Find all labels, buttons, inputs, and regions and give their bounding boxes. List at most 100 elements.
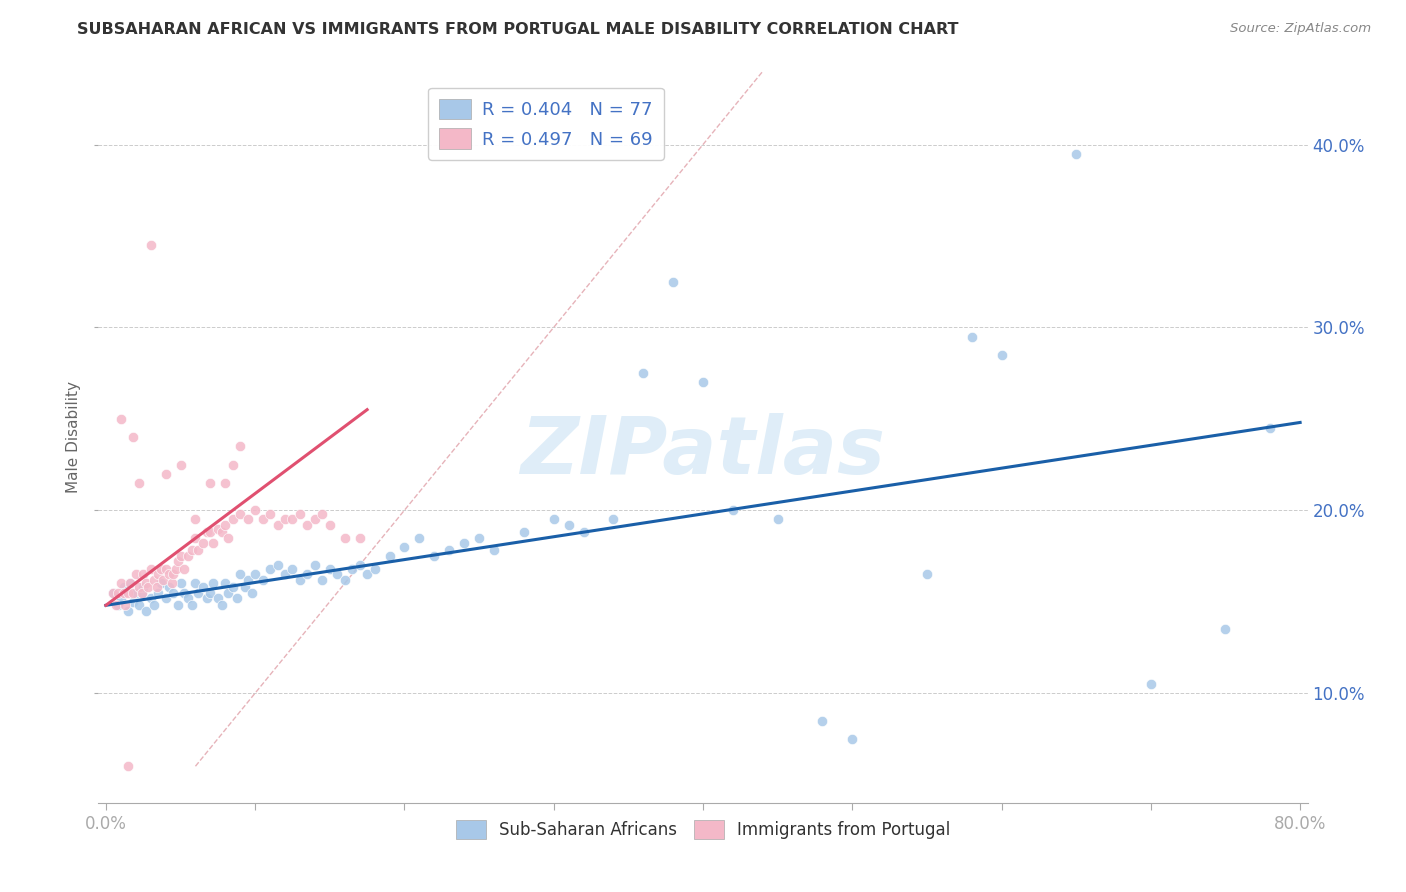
Point xyxy=(128,599,150,613)
Point xyxy=(274,512,297,526)
Point xyxy=(184,531,207,545)
Point xyxy=(217,585,239,599)
Point xyxy=(311,507,333,521)
Point xyxy=(177,549,200,563)
Point xyxy=(1140,677,1163,691)
Point xyxy=(243,567,266,582)
Point xyxy=(112,580,135,594)
Point xyxy=(197,525,219,540)
Point xyxy=(252,512,274,526)
Point xyxy=(222,458,245,472)
Point xyxy=(233,580,256,594)
Point xyxy=(110,412,132,426)
Point xyxy=(236,573,259,587)
Point xyxy=(214,475,236,490)
Point xyxy=(319,517,342,532)
Point xyxy=(165,562,187,576)
Point xyxy=(243,503,266,517)
Point xyxy=(152,573,174,587)
Point xyxy=(811,714,834,728)
Point xyxy=(200,585,222,599)
Point xyxy=(202,576,225,591)
Point xyxy=(211,525,233,540)
Point xyxy=(766,512,789,526)
Point xyxy=(162,567,184,582)
Point xyxy=(297,517,319,532)
Point xyxy=(1258,421,1281,435)
Point xyxy=(266,517,288,532)
Point xyxy=(125,567,148,582)
Point xyxy=(236,512,259,526)
Point xyxy=(169,549,191,563)
Point xyxy=(333,573,356,587)
Point xyxy=(333,531,356,545)
Point xyxy=(162,585,184,599)
Point xyxy=(181,599,204,613)
Point xyxy=(173,585,195,599)
Point xyxy=(155,467,177,481)
Point xyxy=(200,475,222,490)
Point xyxy=(200,525,222,540)
Point xyxy=(662,275,685,289)
Point xyxy=(207,521,229,535)
Point xyxy=(349,558,371,573)
Point xyxy=(166,599,188,613)
Point xyxy=(135,576,157,591)
Point xyxy=(155,591,177,605)
Point xyxy=(692,375,714,389)
Point xyxy=(266,558,288,573)
Point xyxy=(139,591,162,605)
Text: ZIPatlas: ZIPatlas xyxy=(520,413,886,491)
Point xyxy=(184,512,207,526)
Point xyxy=(114,599,136,613)
Point xyxy=(157,580,180,594)
Point xyxy=(142,573,165,587)
Point xyxy=(197,591,219,605)
Point xyxy=(240,585,263,599)
Legend: Sub-Saharan Africans, Immigrants from Portugal: Sub-Saharan Africans, Immigrants from Po… xyxy=(449,814,957,846)
Point xyxy=(181,543,204,558)
Point xyxy=(117,585,139,599)
Point xyxy=(326,567,349,582)
Y-axis label: Male Disability: Male Disability xyxy=(66,381,82,493)
Point xyxy=(177,591,200,605)
Point xyxy=(453,536,475,550)
Point xyxy=(274,567,297,582)
Point xyxy=(281,562,304,576)
Point xyxy=(145,580,167,594)
Point xyxy=(207,591,229,605)
Point xyxy=(311,573,333,587)
Point xyxy=(217,531,239,545)
Point xyxy=(121,594,143,608)
Point xyxy=(150,576,173,591)
Point xyxy=(202,536,225,550)
Point xyxy=(128,580,150,594)
Point xyxy=(408,531,430,545)
Point xyxy=(146,585,169,599)
Point xyxy=(135,604,157,618)
Point xyxy=(132,567,155,582)
Point xyxy=(288,573,311,587)
Point xyxy=(482,543,505,558)
Point xyxy=(222,512,245,526)
Point xyxy=(304,512,326,526)
Point xyxy=(340,562,363,576)
Point xyxy=(169,576,191,591)
Point xyxy=(214,576,236,591)
Point xyxy=(118,576,141,591)
Point xyxy=(721,503,744,517)
Point xyxy=(304,558,326,573)
Point xyxy=(423,549,446,563)
Point xyxy=(229,567,252,582)
Point xyxy=(468,531,491,545)
Point xyxy=(157,567,180,582)
Point xyxy=(187,543,209,558)
Point xyxy=(288,507,311,521)
Point xyxy=(121,430,143,444)
Point xyxy=(394,540,416,554)
Point xyxy=(281,512,304,526)
Point xyxy=(107,599,129,613)
Point xyxy=(155,562,177,576)
Point xyxy=(915,567,938,582)
Point xyxy=(356,567,378,582)
